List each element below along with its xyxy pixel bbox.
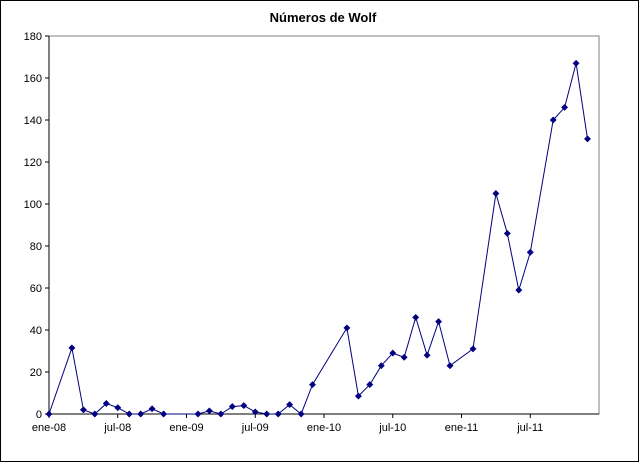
y-tick-label: 0: [36, 409, 42, 421]
x-axis: ene-08 jul-08 ene-09 jul-09 ene-10 jul-10 ene-…: [32, 413, 599, 434]
data-point: [251, 408, 259, 416]
data-point: [263, 410, 271, 418]
data-point: [308, 381, 317, 389]
data-point: [228, 403, 236, 411]
data-point: [389, 349, 397, 357]
data-point: [160, 410, 168, 418]
chart-title: Números de Wolf: [270, 10, 377, 25]
data-point: [423, 351, 431, 359]
y-tick-label: 160: [24, 73, 42, 85]
data-point: [91, 410, 99, 418]
data-point: [561, 103, 569, 111]
series-layer: [45, 59, 592, 418]
data-point: [205, 407, 213, 415]
data-point: [45, 410, 53, 418]
data-point: [526, 248, 534, 256]
y-tick-label: 20: [30, 367, 42, 379]
data-point: [125, 410, 133, 418]
data-point: [492, 189, 500, 198]
x-tick-label: ene-08: [32, 422, 66, 434]
series-line: [48, 63, 588, 415]
data-point: [503, 229, 511, 237]
data-point: [68, 344, 76, 352]
x-tick-label: ene-10: [307, 422, 341, 434]
y-tick-label: 60: [30, 283, 42, 295]
data-point: [366, 381, 374, 389]
y-axis: 0 20 40 60 80 100 120 140 160 180: [24, 31, 50, 421]
data-point: [114, 404, 122, 412]
x-tick-label: jul-10: [378, 422, 406, 434]
data-point: [515, 286, 523, 294]
data-point: [194, 410, 202, 418]
y-tick-label: 40: [30, 325, 42, 337]
data-point: [435, 318, 443, 326]
data-point: [240, 402, 248, 410]
y-tick-label: 100: [24, 199, 42, 211]
data-point: [148, 405, 156, 413]
data-point: [79, 406, 87, 414]
data-point: [572, 59, 580, 67]
y-tick-label: 80: [30, 241, 42, 253]
data-point: [412, 313, 420, 321]
x-tick-label: jul-09: [241, 422, 269, 434]
data-point: [377, 362, 385, 370]
x-tick-label: jul-08: [103, 422, 131, 434]
y-tick-label: 140: [24, 115, 42, 127]
data-point: [354, 392, 362, 400]
plot-area: [48, 35, 600, 415]
data-point: [469, 345, 477, 353]
data-point: [102, 399, 110, 408]
data-point: [137, 410, 145, 418]
data-point: [286, 401, 294, 409]
data-point: [297, 410, 305, 418]
data-point: [583, 135, 592, 143]
x-tick-label: jul-11: [516, 422, 543, 434]
y-tick-label: 120: [24, 157, 42, 169]
data-point: [400, 353, 408, 361]
data-point: [274, 410, 282, 418]
data-point: [549, 116, 557, 124]
x-tick-label: ene-09: [169, 422, 203, 434]
x-tick-label: ene-11: [445, 422, 478, 434]
data-point: [446, 362, 454, 370]
data-point: [343, 324, 351, 332]
y-tick-label: 180: [24, 31, 42, 43]
data-point: [217, 410, 225, 418]
